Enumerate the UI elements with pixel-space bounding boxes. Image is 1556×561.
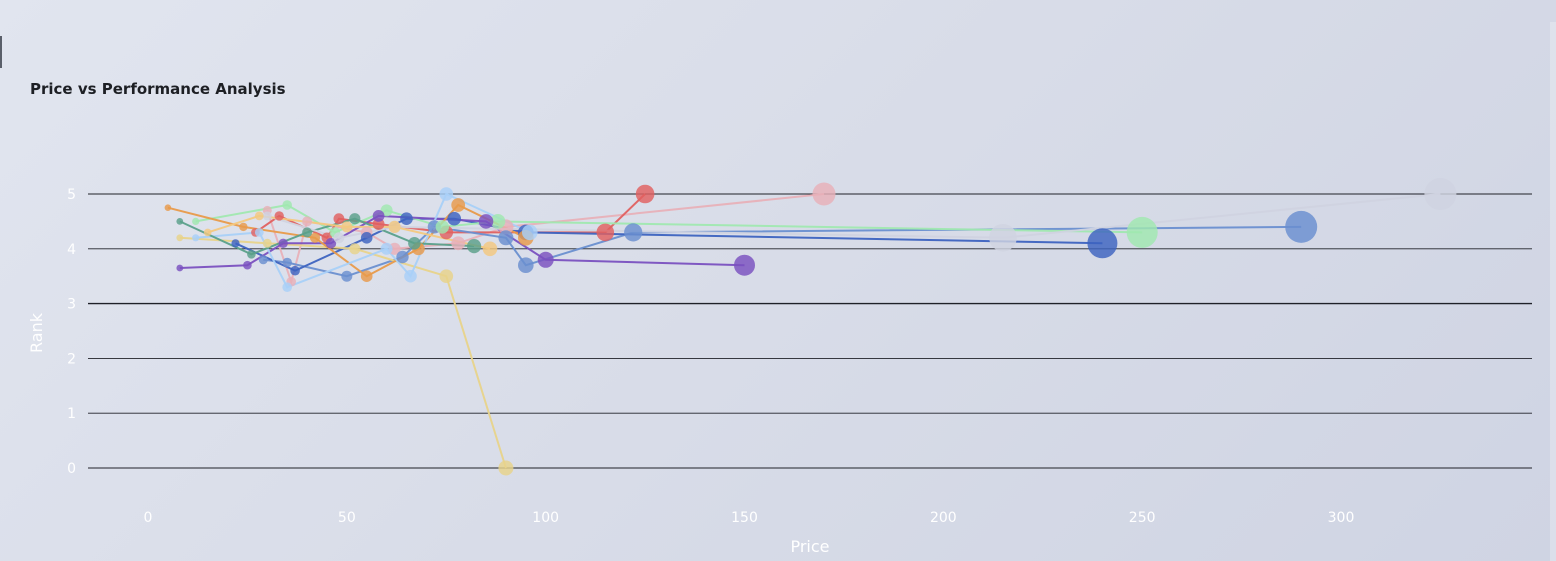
data-point-s1-p7 <box>635 184 655 204</box>
y-axis-label: Rank <box>27 312 46 353</box>
chart-title: Price vs Performance Analysis <box>30 80 286 98</box>
x-tick-250: 250 <box>1129 510 1156 526</box>
x-tick-200: 200 <box>930 510 957 526</box>
data-point-s3-p4 <box>447 211 462 226</box>
data-point-s4-p0 <box>192 217 200 225</box>
data-point-s0-p2 <box>302 216 313 227</box>
data-point-s5-p4 <box>498 460 514 476</box>
data-point-s3-p3 <box>400 212 413 225</box>
data-point-s8-p0 <box>192 234 200 242</box>
data-point-s8-p2 <box>282 282 293 293</box>
data-point-s6-p4 <box>372 210 385 222</box>
data-point-s3-p0 <box>231 239 240 248</box>
data-point-s0-p7 <box>812 182 836 206</box>
data-point-s6-p3 <box>325 238 337 249</box>
data-point-s1-p4 <box>372 218 385 231</box>
data-point-s7-p2 <box>309 232 321 243</box>
x-tick-50: 50 <box>338 510 356 526</box>
data-point-s4-p6 <box>1126 216 1158 248</box>
x-tick-150: 150 <box>731 510 758 526</box>
y-tick-2: 2 <box>67 351 76 367</box>
series-line-5 <box>179 236 507 469</box>
x-tick-100: 100 <box>532 510 559 526</box>
data-point-s9-p3 <box>349 213 361 225</box>
data-point-s9-p2 <box>302 227 313 238</box>
y-tick-0: 0 <box>67 461 76 477</box>
data-point-s7-p0 <box>164 204 172 211</box>
data-point-s10-p4 <box>1424 178 1457 210</box>
data-point-s10-p1 <box>333 232 345 244</box>
data-point-s5-p2 <box>349 243 361 255</box>
y-tick-1: 1 <box>67 406 76 422</box>
y-tick-3: 3 <box>67 297 76 313</box>
data-point-s1-p3 <box>333 213 345 225</box>
data-point-s6-p6 <box>537 251 554 268</box>
y-tick-5: 5 <box>67 187 76 203</box>
data-point-s11-p0 <box>203 228 212 237</box>
data-point-s0-p5 <box>451 236 466 251</box>
series-lines <box>167 192 1441 469</box>
data-point-s10-p3 <box>989 224 1017 252</box>
data-point-s6-p2 <box>278 238 288 248</box>
x-tick-300: 300 <box>1328 510 1355 526</box>
data-point-s9-p0 <box>176 218 184 225</box>
data-point-s2-p8 <box>1285 210 1318 243</box>
data-point-s9-p1 <box>247 250 256 259</box>
data-point-s2-p6 <box>518 257 534 274</box>
data-point-s5-p0 <box>176 234 184 242</box>
data-point-s8-p3 <box>380 242 393 255</box>
data-point-s4-p4 <box>435 220 449 234</box>
data-point-s8-p6 <box>522 224 538 241</box>
data-point-s6-p0 <box>176 264 184 272</box>
data-point-s6-p1 <box>243 260 252 270</box>
data-point-s7-p5 <box>451 198 466 212</box>
data-point-s2-p3 <box>396 250 409 264</box>
data-point-s10-p0 <box>262 211 272 221</box>
data-point-s4-p5 <box>490 214 506 229</box>
data-point-s8-p5 <box>439 187 454 201</box>
data-point-s2-p5 <box>498 230 514 246</box>
data-point-s9-p4 <box>408 237 421 250</box>
data-point-s5-p3 <box>439 269 454 284</box>
data-point-s3-p6 <box>1087 228 1118 259</box>
left-edge-marker <box>0 36 2 68</box>
data-point-s6-p5 <box>478 214 494 229</box>
data-point-s8-p1 <box>254 228 264 237</box>
data-point-s2-p1 <box>282 257 293 268</box>
data-point-s1-p6 <box>596 223 615 242</box>
data-point-s7-p3 <box>360 270 373 283</box>
x-tick-labels: 0 50 100 150 200 250 300 <box>144 510 1355 526</box>
y-tick-labels: 0 1 2 3 4 5 <box>67 187 76 477</box>
series-line-6 <box>179 214 745 269</box>
data-point-s8-p4 <box>404 269 417 283</box>
data-point-s9-p5 <box>467 239 482 254</box>
data-point-s3-p1 <box>290 265 300 276</box>
data-point-s2-p0 <box>258 255 268 265</box>
x-axis-label: Price <box>790 537 829 556</box>
data-point-s2-p7 <box>624 223 643 242</box>
data-point-s6-p7 <box>734 254 755 276</box>
data-point-s11-p3 <box>388 220 401 233</box>
data-point-s11-p1 <box>254 211 264 221</box>
data-point-s4-p1 <box>282 200 293 210</box>
y-tick-4: 4 <box>67 242 76 258</box>
right-edge-panel <box>1550 22 1556 561</box>
data-point-s5-p1 <box>262 238 272 248</box>
data-point-s11-p4 <box>482 241 498 257</box>
data-points <box>164 178 1457 476</box>
data-point-s2-p2 <box>341 270 353 282</box>
x-tick-0: 0 <box>144 510 153 526</box>
data-point-s3-p2 <box>360 232 373 244</box>
data-point-s7-p1 <box>239 222 248 232</box>
data-point-s11-p2 <box>341 221 353 233</box>
data-point-s1-p1 <box>274 211 284 221</box>
